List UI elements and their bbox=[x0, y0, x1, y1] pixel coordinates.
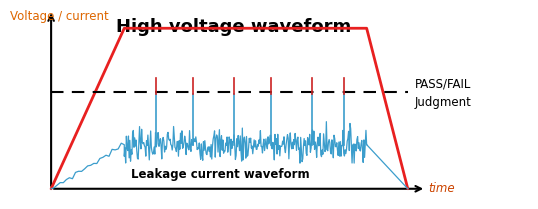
Text: Voltage / current: Voltage / current bbox=[10, 10, 109, 23]
Text: Judgment: Judgment bbox=[415, 96, 471, 109]
Text: High voltage waveform: High voltage waveform bbox=[116, 18, 352, 36]
Text: Leakage current waveform: Leakage current waveform bbox=[131, 168, 310, 181]
Text: time: time bbox=[428, 182, 455, 195]
Text: PASS/FAIL: PASS/FAIL bbox=[415, 78, 471, 91]
